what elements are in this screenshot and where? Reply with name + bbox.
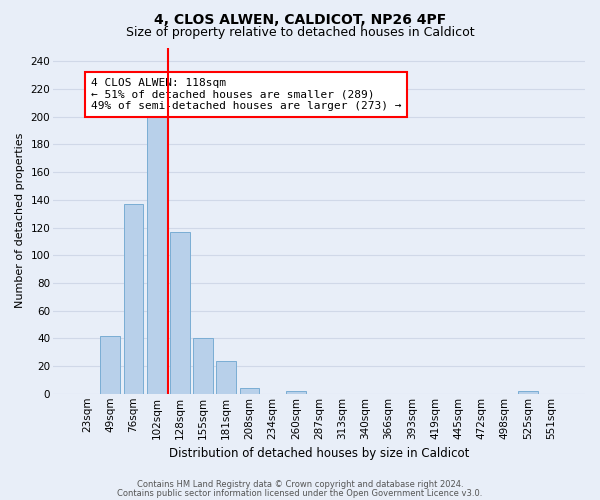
Bar [286, 391, 306, 394]
X-axis label: Distribution of detached houses by size in Caldicot: Distribution of detached houses by size … [169, 447, 469, 460]
Text: 4 CLOS ALWEN: 118sqm
← 51% of detached houses are smaller (289)
49% of semi-deta: 4 CLOS ALWEN: 118sqm ← 51% of detached h… [91, 78, 401, 111]
Bar [518, 391, 538, 394]
Text: Size of property relative to detached houses in Caldicot: Size of property relative to detached ho… [125, 26, 475, 39]
Text: Contains public sector information licensed under the Open Government Licence v3: Contains public sector information licen… [118, 488, 482, 498]
Text: 4, CLOS ALWEN, CALDICOT, NP26 4PF: 4, CLOS ALWEN, CALDICOT, NP26 4PF [154, 12, 446, 26]
Y-axis label: Number of detached properties: Number of detached properties [15, 133, 25, 308]
Bar [193, 338, 213, 394]
Bar [239, 388, 259, 394]
Bar [147, 114, 167, 394]
Bar [124, 204, 143, 394]
Text: Contains HM Land Registry data © Crown copyright and database right 2024.: Contains HM Land Registry data © Crown c… [137, 480, 463, 489]
Bar [170, 232, 190, 394]
Bar [100, 336, 120, 394]
Bar [217, 360, 236, 394]
